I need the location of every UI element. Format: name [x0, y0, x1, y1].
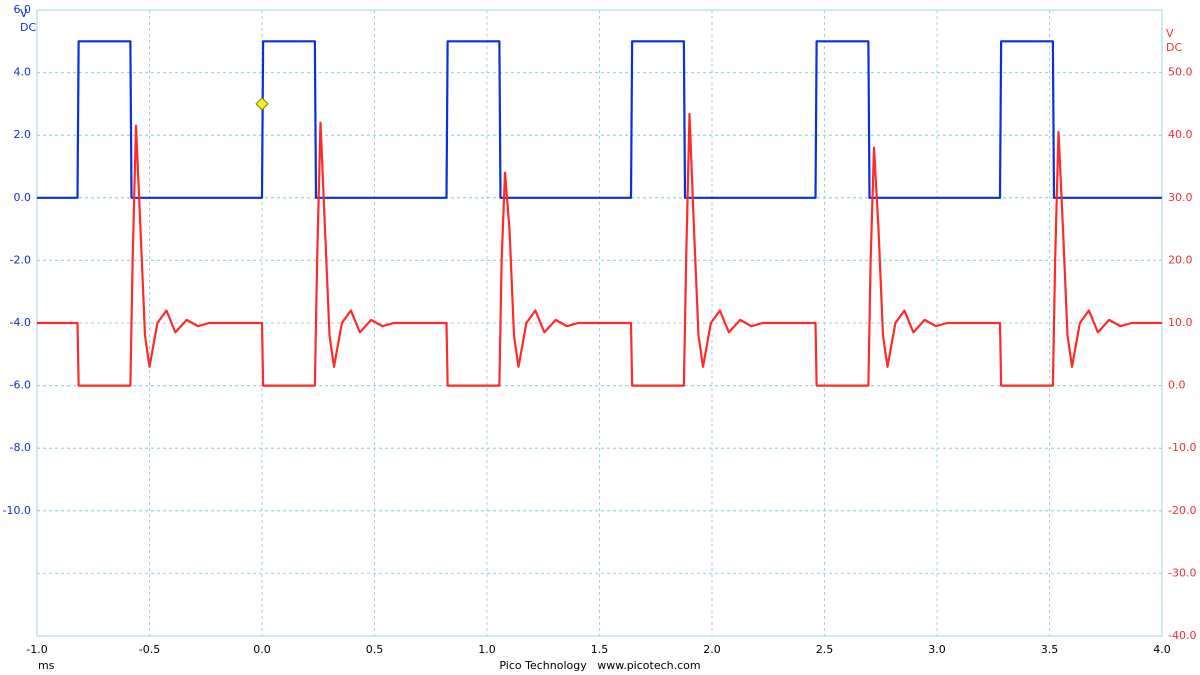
- y-tick-label: 0.0: [14, 191, 32, 204]
- trace: [37, 112, 1162, 387]
- x-tick-label: 2.0: [703, 643, 721, 656]
- y2-tick-label: -40.0: [1168, 629, 1196, 642]
- x-unit: ms: [38, 659, 55, 672]
- x-tick-label: 1.0: [478, 643, 496, 656]
- x-tick-label: 3.0: [928, 643, 946, 656]
- y-tick-label: 4.0: [14, 66, 32, 79]
- x-tick-label: 0.5: [366, 643, 384, 656]
- footer: Pico Technology www.picotech.com: [499, 659, 700, 672]
- x-tick-label: 0.0: [253, 643, 271, 656]
- x-tick-label: 1.5: [591, 643, 609, 656]
- trace: [37, 40, 1162, 199]
- y2-tick-label: -30.0: [1168, 566, 1196, 579]
- y2-tick-label: -20.0: [1168, 504, 1196, 517]
- x-tick-label: -1.0: [26, 643, 47, 656]
- y2-unit: DC: [1166, 41, 1182, 54]
- y2-tick-label: -10.0: [1168, 441, 1196, 454]
- y2-tick-label: 20.0: [1168, 253, 1193, 266]
- trigger-marker: [255, 97, 269, 111]
- x-tick-label: 4.0: [1153, 643, 1171, 656]
- y-unit: DC: [20, 21, 36, 34]
- x-tick-label: -0.5: [139, 643, 160, 656]
- y-tick-label: 6.0: [14, 3, 32, 16]
- y2-tick-label: 0.0: [1168, 379, 1186, 392]
- y2-tick-label: 10.0: [1168, 316, 1193, 329]
- y-tick-label: -10.0: [3, 504, 31, 517]
- y-tick-label: -6.0: [10, 379, 31, 392]
- y2-unit: V: [1166, 27, 1174, 40]
- y-tick-label: -4.0: [10, 316, 31, 329]
- y-unit: V: [20, 7, 28, 20]
- x-tick-label: 3.5: [1041, 643, 1059, 656]
- y-tick-label: -8.0: [10, 441, 31, 454]
- y-tick-label: 2.0: [14, 128, 32, 141]
- y-tick-label: -2.0: [10, 253, 31, 266]
- y2-tick-label: 30.0: [1168, 191, 1193, 204]
- y2-tick-label: 50.0: [1168, 66, 1193, 79]
- y2-tick-label: 40.0: [1168, 128, 1193, 141]
- x-tick-label: 2.5: [816, 643, 834, 656]
